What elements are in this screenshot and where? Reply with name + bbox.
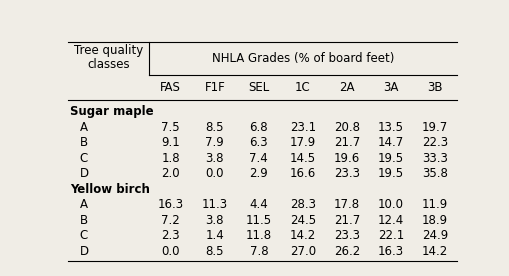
Text: D: D [79, 167, 89, 180]
Text: 19.5: 19.5 [377, 152, 403, 165]
Text: 28.3: 28.3 [289, 198, 315, 211]
Text: 21.7: 21.7 [333, 136, 359, 149]
Text: C: C [79, 229, 88, 242]
Text: 11.5: 11.5 [245, 214, 271, 227]
Text: 12.4: 12.4 [377, 214, 403, 227]
Text: 33.3: 33.3 [421, 152, 447, 165]
Text: 1.8: 1.8 [161, 152, 180, 165]
Text: 3.8: 3.8 [205, 214, 223, 227]
Text: 11.9: 11.9 [421, 198, 447, 211]
Text: 9.1: 9.1 [161, 136, 180, 149]
Text: 7.2: 7.2 [161, 214, 180, 227]
Text: 35.8: 35.8 [421, 167, 447, 180]
Text: classes: classes [87, 59, 129, 71]
Text: 0.0: 0.0 [205, 167, 223, 180]
Text: A: A [79, 198, 88, 211]
Text: 14.2: 14.2 [289, 229, 316, 242]
Text: 10.0: 10.0 [377, 198, 403, 211]
Text: 0.0: 0.0 [161, 245, 180, 258]
Text: 14.5: 14.5 [289, 152, 315, 165]
Text: A: A [79, 121, 88, 134]
Text: 22.3: 22.3 [421, 136, 447, 149]
Text: NHLA Grades (% of board feet): NHLA Grades (% of board feet) [211, 52, 393, 65]
Text: 11.8: 11.8 [245, 229, 271, 242]
Text: 19.6: 19.6 [333, 152, 359, 165]
Text: 21.7: 21.7 [333, 214, 359, 227]
Text: 23.3: 23.3 [333, 229, 359, 242]
Text: 1.4: 1.4 [205, 229, 224, 242]
Text: 14.2: 14.2 [421, 245, 447, 258]
Text: 19.7: 19.7 [421, 121, 447, 134]
Text: 7.8: 7.8 [249, 245, 268, 258]
Text: 18.9: 18.9 [421, 214, 447, 227]
Text: 7.5: 7.5 [161, 121, 180, 134]
Text: 3B: 3B [427, 81, 442, 94]
Text: 14.7: 14.7 [377, 136, 403, 149]
Text: 7.9: 7.9 [205, 136, 224, 149]
Text: Tree quality: Tree quality [73, 44, 143, 57]
Text: 24.5: 24.5 [289, 214, 315, 227]
Text: 8.5: 8.5 [205, 121, 223, 134]
Text: 1C: 1C [294, 81, 310, 94]
Text: 7.4: 7.4 [249, 152, 268, 165]
Text: 16.3: 16.3 [157, 198, 183, 211]
Text: F1F: F1F [204, 81, 225, 94]
Text: 23.1: 23.1 [289, 121, 315, 134]
Text: 22.1: 22.1 [377, 229, 403, 242]
Text: 16.6: 16.6 [289, 167, 316, 180]
Text: 26.2: 26.2 [333, 245, 359, 258]
Text: 17.9: 17.9 [289, 136, 316, 149]
Text: 4.4: 4.4 [249, 198, 268, 211]
Text: 6.3: 6.3 [249, 136, 268, 149]
Text: 11.3: 11.3 [202, 198, 228, 211]
Text: B: B [79, 136, 88, 149]
Text: 17.8: 17.8 [333, 198, 359, 211]
Text: 27.0: 27.0 [289, 245, 315, 258]
Text: 2.0: 2.0 [161, 167, 180, 180]
Text: 24.9: 24.9 [421, 229, 447, 242]
Text: 6.8: 6.8 [249, 121, 268, 134]
Text: 20.8: 20.8 [333, 121, 359, 134]
Text: B: B [79, 214, 88, 227]
Text: 23.3: 23.3 [333, 167, 359, 180]
Text: 3A: 3A [383, 81, 398, 94]
Text: C: C [79, 152, 88, 165]
Text: 16.3: 16.3 [377, 245, 403, 258]
Text: FAS: FAS [160, 81, 181, 94]
Text: D: D [79, 245, 89, 258]
Text: 2A: 2A [338, 81, 354, 94]
Text: 2.3: 2.3 [161, 229, 180, 242]
Text: Yellow birch: Yellow birch [70, 183, 149, 196]
Text: 19.5: 19.5 [377, 167, 403, 180]
Text: SEL: SEL [248, 81, 269, 94]
Text: 3.8: 3.8 [205, 152, 223, 165]
Text: 13.5: 13.5 [377, 121, 403, 134]
Text: 2.9: 2.9 [249, 167, 268, 180]
Text: Sugar maple: Sugar maple [70, 105, 153, 118]
Text: 8.5: 8.5 [205, 245, 223, 258]
